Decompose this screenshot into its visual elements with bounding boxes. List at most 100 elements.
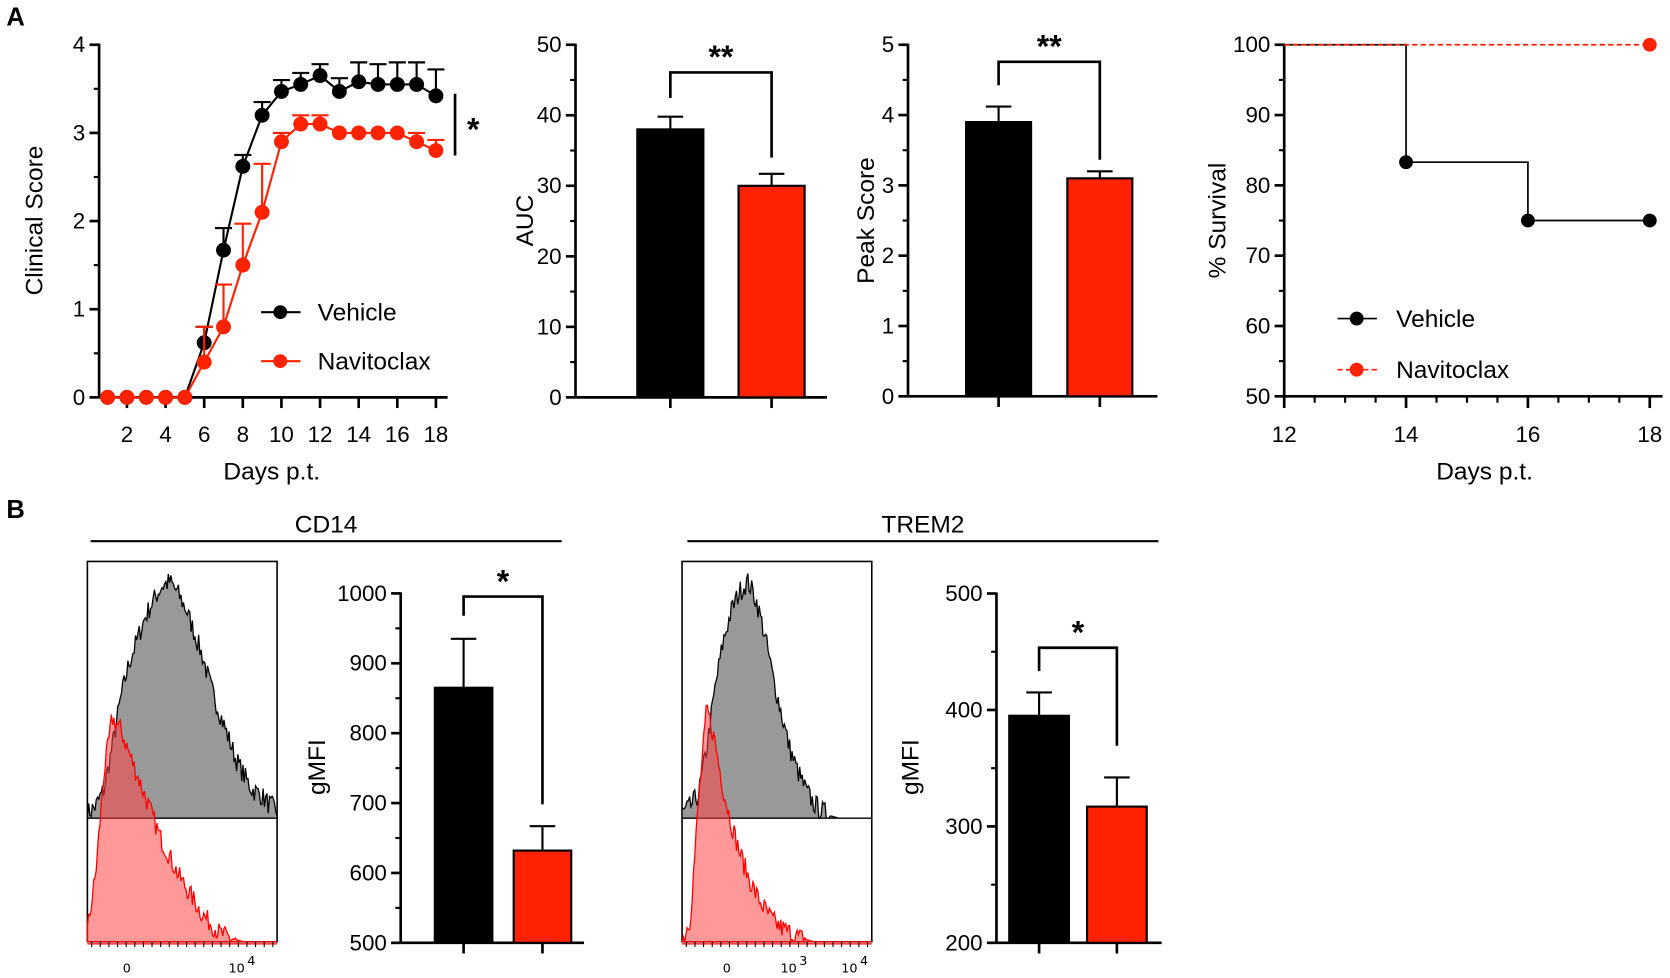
panel-label-a: A xyxy=(6,4,24,32)
survival-curve-vehicle xyxy=(1284,43,1650,222)
x-tick-label: 16 xyxy=(385,422,410,447)
histogram-vehicle xyxy=(86,573,278,819)
y-tick-label: 600 xyxy=(350,860,387,885)
y-axis-label: Clinical Score xyxy=(22,146,49,296)
data-point-navitoclax xyxy=(254,204,270,220)
histogram-vehicle xyxy=(681,573,872,819)
histogram-tick-label: 10 xyxy=(841,962,857,977)
significance-star: * xyxy=(467,112,480,148)
legend-marker-navitoclax xyxy=(273,354,288,369)
legend-label-navitoclax: Navitoclax xyxy=(1396,357,1509,384)
data-point-vehicle xyxy=(293,76,309,92)
significance-bracket xyxy=(1037,646,1119,746)
legend-marker-vehicle xyxy=(273,305,288,320)
y-tick-label: 30 xyxy=(537,173,562,198)
y-tick-label: 700 xyxy=(350,791,387,816)
data-point-navitoclax xyxy=(100,389,116,405)
x-axis-label: Days p.t. xyxy=(223,458,320,485)
y-tick-label: 4 xyxy=(882,103,894,128)
data-point-vehicle xyxy=(235,158,251,174)
data-point-navitoclax xyxy=(216,319,231,335)
y-tick-label: 1000 xyxy=(337,581,387,606)
y-tick-label: 70 xyxy=(1245,243,1270,268)
y-axis-label: AUC xyxy=(512,195,539,247)
histogram-navitoclax xyxy=(86,714,278,943)
data-point-vehicle xyxy=(389,76,405,92)
y-tick-label: 50 xyxy=(1245,384,1270,409)
bar-navitoclax xyxy=(512,849,573,944)
bar-vehicle xyxy=(1008,714,1070,944)
x-axis-label: Days p.t. xyxy=(1436,458,1533,485)
y-tick-label: 1 xyxy=(73,297,85,322)
bar-vehicle xyxy=(636,128,705,399)
significance-stars: * xyxy=(1072,614,1085,650)
bar-navitoclax xyxy=(737,184,806,399)
y-tick-label: 3 xyxy=(73,120,85,145)
legend-marker-vehicle xyxy=(1349,311,1364,326)
histogram-tick-label: 0 xyxy=(123,962,131,977)
x-tick-label: 4 xyxy=(159,422,171,447)
y-tick-label: 300 xyxy=(945,814,982,839)
data-point-vehicle xyxy=(370,76,386,92)
x-tick-label: 16 xyxy=(1515,422,1540,447)
bar-navitoclax xyxy=(1066,177,1134,398)
data-point-vehicle xyxy=(254,107,270,123)
bar-vehicle xyxy=(965,121,1033,398)
y-tick-label: 1 xyxy=(882,313,894,338)
significance-stars: ** xyxy=(1037,29,1062,65)
significance-bracket xyxy=(997,60,1102,160)
y-tick-label: 4 xyxy=(73,32,85,57)
histogram-tick-label: 10 xyxy=(228,962,244,977)
y-tick-label: 2 xyxy=(882,243,894,268)
x-tick-label: 18 xyxy=(423,422,448,447)
survival-point-vehicle xyxy=(1520,213,1535,228)
legend-label-vehicle: Vehicle xyxy=(1396,306,1475,333)
y-tick-label: 800 xyxy=(350,721,387,746)
histogram-tick-label: 10 xyxy=(781,962,797,977)
x-tick-label: 14 xyxy=(346,422,371,447)
y-tick-label: 500 xyxy=(350,930,387,955)
y-tick-label: 80 xyxy=(1245,173,1270,198)
y-tick-label: 5 xyxy=(882,32,894,57)
data-point-navitoclax xyxy=(177,389,193,405)
data-point-navitoclax xyxy=(273,134,289,150)
histogram-tick-exponent: 4 xyxy=(247,954,255,969)
data-point-navitoclax xyxy=(119,389,135,405)
data-point-vehicle xyxy=(273,84,289,99)
y-tick-label: 0 xyxy=(73,385,85,410)
histogram-tick-exponent: 4 xyxy=(860,954,868,969)
group-title-trem2: TREM2 xyxy=(881,512,964,539)
histogram-tick-exponent: 3 xyxy=(799,954,807,969)
x-tick-label: 14 xyxy=(1394,422,1419,447)
y-tick-label: 40 xyxy=(537,103,562,128)
survival-point-vehicle xyxy=(1399,155,1413,170)
data-point-vehicle xyxy=(331,84,347,99)
data-point-vehicle xyxy=(351,74,367,90)
data-point-navitoclax xyxy=(312,116,328,132)
x-tick-label: 10 xyxy=(269,422,294,447)
data-point-navitoclax xyxy=(293,116,309,132)
data-point-navitoclax xyxy=(389,125,405,141)
bar-navitoclax xyxy=(1085,805,1148,944)
legend-label-vehicle: Vehicle xyxy=(318,300,397,327)
data-point-vehicle xyxy=(216,242,231,258)
data-point-navitoclax xyxy=(138,389,154,405)
y-axis-label: Peak Score xyxy=(853,157,880,284)
y-tick-label: 90 xyxy=(1245,103,1270,128)
y-tick-label: 3 xyxy=(882,173,894,198)
data-point-vehicle xyxy=(312,68,328,84)
x-tick-label: 18 xyxy=(1637,422,1662,447)
data-point-navitoclax xyxy=(351,125,367,141)
x-tick-label: 12 xyxy=(308,422,333,447)
legend-marker-navitoclax xyxy=(1349,362,1364,377)
data-point-navitoclax xyxy=(235,257,251,273)
significance-stars: ** xyxy=(709,39,734,75)
histogram-tick-label: 0 xyxy=(723,962,731,977)
survival-point-navitoclax xyxy=(1642,37,1657,52)
y-tick-label: 200 xyxy=(945,930,982,955)
significance-stars: * xyxy=(497,563,510,599)
y-tick-label: 60 xyxy=(1245,313,1270,338)
y-tick-label: 100 xyxy=(1233,32,1270,57)
y-tick-label: 50 xyxy=(537,32,562,57)
